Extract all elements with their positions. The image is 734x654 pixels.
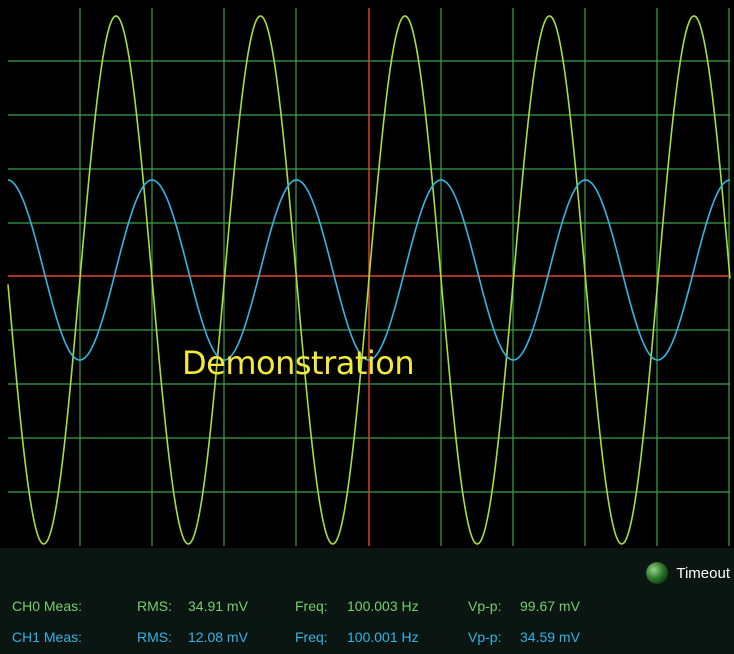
- measurement-panel: [0, 548, 734, 654]
- demonstration-watermark: Demonstration: [182, 344, 415, 382]
- ch0-rms-label: RMS:: [137, 598, 172, 614]
- ch0-measurement-row: CH0 Meas: RMS: 34.91 mV Freq: 100.003 Hz…: [0, 598, 734, 622]
- ch1-trace: [7, 179, 731, 361]
- ch0-vpp-value: 99.67 mV: [520, 598, 580, 614]
- ch1-vpp-value: 34.59 mV: [520, 629, 580, 645]
- ch0-freq-label: Freq:: [295, 598, 328, 614]
- status-led-icon: [646, 562, 669, 584]
- timeout-indicator: Timeout: [646, 562, 730, 584]
- waveform-plot: [7, 8, 731, 546]
- ch1-freq-value: 100.001 Hz: [347, 629, 419, 645]
- ch1-rms-value: 12.08 mV: [188, 629, 248, 645]
- ch0-freq-value: 100.003 Hz: [347, 598, 419, 614]
- ch0-label: CH0 Meas:: [12, 598, 83, 614]
- ch1-rms-label: RMS:: [137, 629, 172, 645]
- oscilloscope-display: Demonstration: [0, 0, 734, 548]
- ch1-freq-label: Freq:: [295, 629, 328, 645]
- ch0-rms-value: 34.91 mV: [188, 598, 248, 614]
- timeout-label: Timeout: [676, 564, 730, 582]
- ch1-label: CH1 Meas:: [12, 629, 83, 645]
- ch0-vpp-label: Vp-p:: [468, 598, 502, 614]
- ch1-vpp-label: Vp-p:: [468, 629, 502, 645]
- ch1-measurement-row: CH1 Meas: RMS: 12.08 mV Freq: 100.001 Hz…: [0, 629, 734, 653]
- ch0-trace: [7, 15, 731, 545]
